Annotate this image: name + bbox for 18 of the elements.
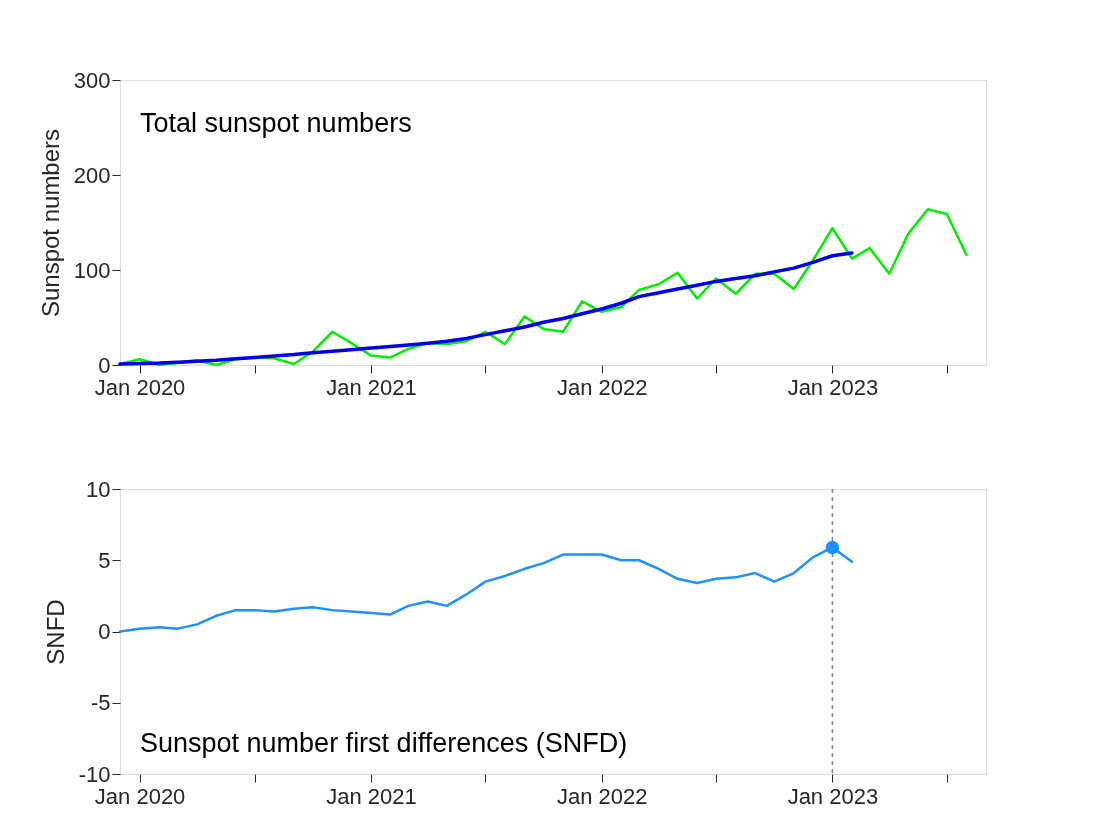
y-tick-label: 10 <box>86 476 111 502</box>
line-series <box>118 251 854 366</box>
y-tick-label: 100 <box>73 257 111 283</box>
y-tick-label: 0 <box>98 619 111 644</box>
x-tick-label: Jan 2022 <box>556 374 648 400</box>
x-tick-label: Jan 2021 <box>326 374 417 400</box>
y-axis-title: SNFD <box>41 599 69 665</box>
x-tick-label: Jan 2023 <box>787 783 879 809</box>
y-tick-label: 200 <box>73 162 111 188</box>
x-tick-label: Jan 2022 <box>556 783 648 809</box>
annotation: Sunspot number first differences (SNFD) <box>140 728 628 758</box>
y-tick-label: 5 <box>98 547 111 573</box>
x-tick-label: Jan 2021 <box>326 783 417 809</box>
annotation: Total sunspot numbers <box>140 108 412 138</box>
x-tick-label: Jan 2023 <box>787 374 879 400</box>
y-axis-title: Sunspot numbers <box>36 128 64 318</box>
y-tick-label: -5 <box>90 690 111 716</box>
y-tick-label: 300 <box>73 67 111 93</box>
